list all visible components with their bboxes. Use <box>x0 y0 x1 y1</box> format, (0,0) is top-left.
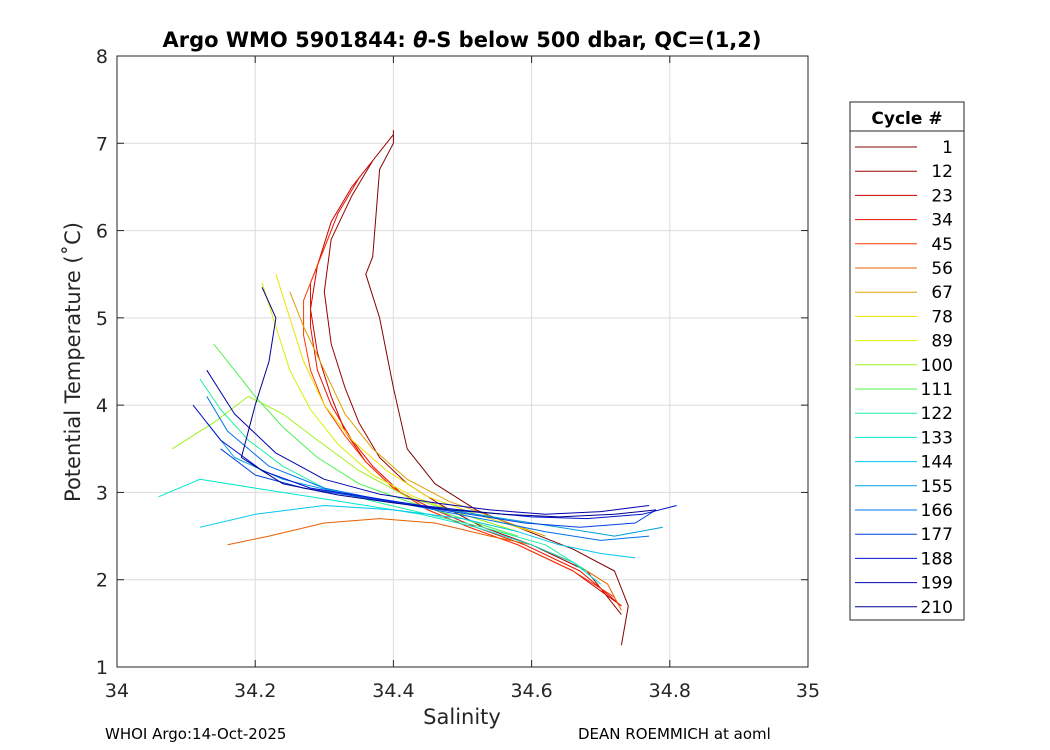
series-line-cycle-78 <box>275 274 532 533</box>
legend: Cycle # 1 12 23 34 45 56 67 78 89 100 111 122 133 144… <box>849 101 965 621</box>
x-tick-label: 35 <box>796 680 820 702</box>
y-tick-label: 6 <box>96 221 108 243</box>
x-tick-label: 34 <box>105 680 129 702</box>
series-line-cycle-199 <box>206 369 650 515</box>
series-line-cycle-56 <box>227 518 622 611</box>
plot-area <box>117 56 808 667</box>
series-line-cycle-210 <box>240 287 657 518</box>
y-axis-label: Potential Temperature (˚C) <box>61 222 85 502</box>
legend-label: 34 <box>931 211 953 231</box>
legend-label: 177 <box>921 525 953 545</box>
y-tick-label: 7 <box>96 133 108 155</box>
y-tick-label: 2 <box>96 570 108 592</box>
series-line-cycle-144 <box>199 505 636 559</box>
legend-label: 122 <box>921 404 953 424</box>
series-line-cycle-188 <box>192 404 677 520</box>
legend-label: 133 <box>921 428 953 448</box>
legend-label: 89 <box>931 332 953 352</box>
legend-label: 144 <box>921 453 953 473</box>
series-line-cycle-1 <box>365 130 629 646</box>
plot-frame <box>116 55 809 668</box>
legend-label: 199 <box>921 574 953 594</box>
y-tick-label: 4 <box>96 395 108 417</box>
x-tick-label: 34.6 <box>510 680 552 702</box>
legend-label: 210 <box>921 598 953 618</box>
y-tick-label: 8 <box>96 46 108 68</box>
legend-label: 100 <box>921 356 953 376</box>
footer-right: DEAN ROEMMICH at aoml <box>578 725 771 743</box>
series-line-cycle-12 <box>323 134 622 615</box>
legend-label: 111 <box>921 380 953 400</box>
footer-left: WHOI Argo:14-Oct-2025 <box>105 725 287 743</box>
legend-label: 188 <box>921 549 953 569</box>
legend-box <box>849 101 965 621</box>
grid <box>117 56 808 667</box>
legend-label: 45 <box>931 235 953 255</box>
x-axis-label: Salinity <box>423 705 501 729</box>
y-tick-label: 1 <box>96 657 108 679</box>
legend-label: 155 <box>921 477 953 497</box>
legend-label: 67 <box>931 283 953 303</box>
series-line-cycle-111 <box>213 343 518 537</box>
y-tick-label: 5 <box>96 308 108 330</box>
legend-label: 78 <box>931 307 953 327</box>
legend-label: 56 <box>931 259 953 279</box>
series-line-cycle-45 <box>303 230 615 598</box>
x-tick-label: 34.8 <box>649 680 691 702</box>
series-line-cycle-122 <box>199 378 588 572</box>
y-tick-label: 3 <box>96 482 108 504</box>
legend-label: 23 <box>931 186 953 206</box>
legend-label: 1 <box>942 138 953 158</box>
chart-title: Argo WMO 5901844: θ-S below 500 dbar, QC… <box>162 28 761 52</box>
series-group <box>158 130 677 646</box>
legend-label: 166 <box>921 501 953 521</box>
x-tick-label: 34.4 <box>372 680 414 702</box>
legend-label: 12 <box>931 162 953 182</box>
x-tick-label: 34.2 <box>234 680 276 702</box>
legend-title: Cycle # <box>871 109 942 129</box>
